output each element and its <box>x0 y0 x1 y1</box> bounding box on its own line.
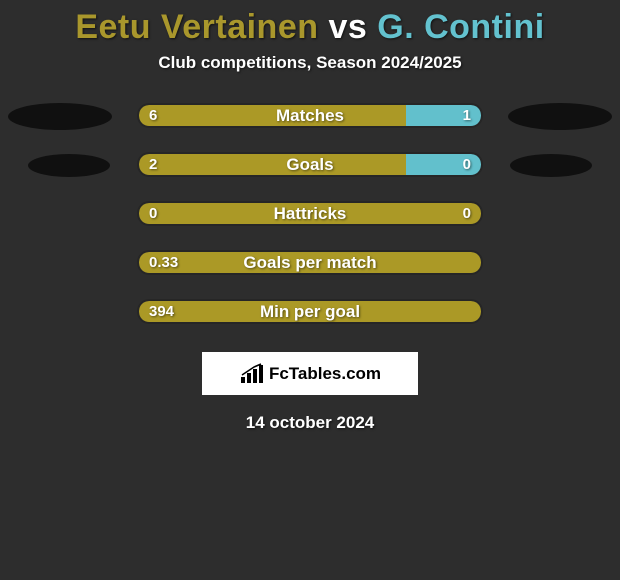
stat-value-left: 0 <box>149 203 157 224</box>
source-text: FcTables.com <box>269 364 381 384</box>
title: Eetu Vertainen vs G. Contini <box>0 0 620 47</box>
stat-label: Min per goal <box>139 301 481 322</box>
stat-bar: Min per goal394 <box>139 301 481 322</box>
comparison-infographic: Eetu Vertainen vs G. Contini Club compet… <box>0 0 620 580</box>
shadow-ellipse <box>508 103 612 130</box>
vs-text: vs <box>328 8 367 46</box>
player2-name: G. Contini <box>377 8 544 46</box>
stat-bars: Matches61Goals20Hattricks00Goals per mat… <box>0 105 620 322</box>
stat-value-left: 2 <box>149 154 157 175</box>
stat-value-right: 0 <box>463 154 471 175</box>
stat-row: Hattricks0 0 <box>0 203 620 224</box>
stat-row: Matches6 1 <box>0 105 620 126</box>
stat-bar: Goals per match0.33 <box>139 252 481 273</box>
stat-value-left: 0.33 <box>149 252 178 273</box>
shadow-ellipse <box>510 154 592 177</box>
stat-value-right: 0 <box>463 203 471 224</box>
shadow-ellipse <box>8 103 112 130</box>
stat-row: Goals2 0 <box>0 154 620 175</box>
stat-label: Hattricks <box>139 203 481 224</box>
stat-label: Goals per match <box>139 252 481 273</box>
stat-bar: Goals2 0 <box>139 154 481 175</box>
stat-row: Min per goal394 <box>0 301 620 322</box>
stat-row: Goals per match0.33 <box>0 252 620 273</box>
date-text: 14 october 2024 <box>0 413 620 433</box>
stat-bar: Matches6 1 <box>139 105 481 126</box>
subtitle: Club competitions, Season 2024/2025 <box>0 53 620 73</box>
stat-label: Matches <box>139 105 481 126</box>
stat-value-left: 6 <box>149 105 157 126</box>
source-box: FcTables.com <box>202 352 418 395</box>
shadow-ellipse <box>28 154 110 177</box>
stat-value-right: 1 <box>463 105 471 126</box>
player1-name: Eetu Vertainen <box>75 8 318 46</box>
stat-label: Goals <box>139 154 481 175</box>
stat-value-left: 394 <box>149 301 174 322</box>
stat-bar: Hattricks0 0 <box>139 203 481 224</box>
chart-icon <box>239 363 267 385</box>
